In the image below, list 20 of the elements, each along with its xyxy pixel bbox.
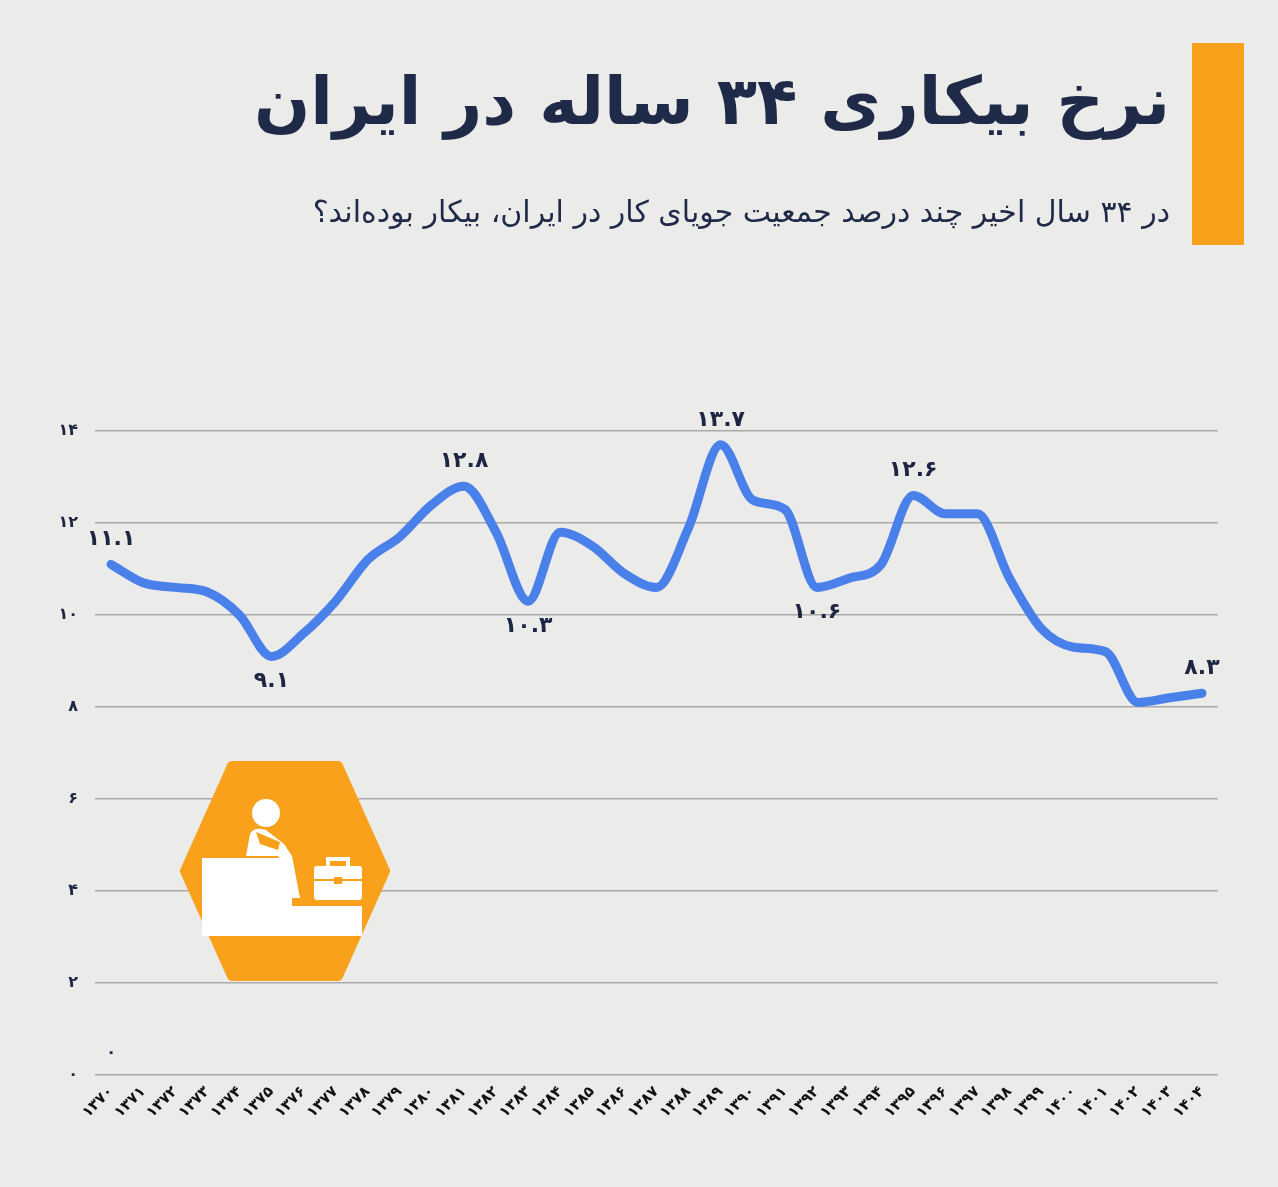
data-label: ۱۱.۱ (86, 525, 136, 551)
y-tick-label: ۲ (68, 972, 79, 992)
data-label: ۸.۳ (1184, 653, 1221, 679)
y-tick-label: ۰ (68, 1064, 78, 1084)
data-label: ۱۰.۳ (503, 611, 554, 637)
y-tick-label: ۴ (68, 880, 79, 900)
data-label: ۹.۱ (253, 667, 290, 693)
y-tick-label: ۱۲ (58, 512, 79, 532)
y-tick-label: ۱۰ (58, 604, 78, 624)
x-tick-label: ۱۴۰۴ (1168, 1082, 1208, 1121)
annotation: ۰ (106, 1042, 116, 1062)
y-tick-label: ۶ (68, 788, 78, 808)
chart-subtitle: در ۳۴ سال اخیر چند درصد جمعیت جویای کار در ایران، بیکار بوده‌اند؟ (312, 193, 1170, 231)
y-tick-label: ۱۴ (58, 420, 79, 440)
data-label: ۱۲.۶ (888, 456, 938, 482)
data-label: ۱۳.۷ (696, 405, 746, 431)
data-label: ۱۰.۶ (792, 598, 842, 624)
data-label: ۱۲.۸ (439, 446, 489, 472)
chart-title: نرخ بیکاری ۳۴ ساله در ایران (253, 62, 1170, 142)
y-tick-label: ۸ (68, 696, 79, 716)
